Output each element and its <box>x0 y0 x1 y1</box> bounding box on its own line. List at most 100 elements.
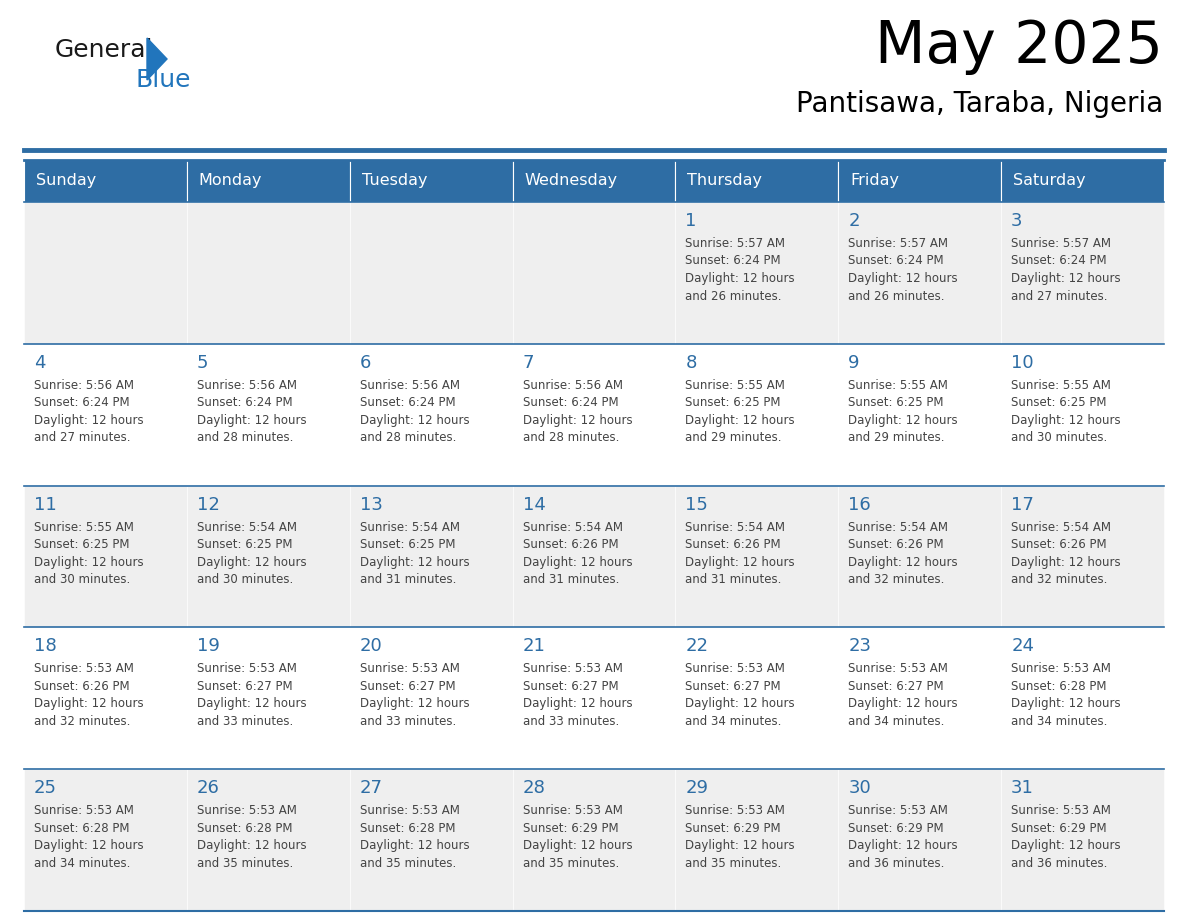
Text: Thursday: Thursday <box>688 174 763 188</box>
Text: Sunday: Sunday <box>36 174 96 188</box>
Text: Sunrise: 5:57 AM
Sunset: 6:24 PM
Daylight: 12 hours
and 26 minutes.: Sunrise: 5:57 AM Sunset: 6:24 PM Dayligh… <box>685 237 795 303</box>
Bar <box>512 160 676 202</box>
Text: Sunrise: 5:55 AM
Sunset: 6:25 PM
Daylight: 12 hours
and 29 minutes.: Sunrise: 5:55 AM Sunset: 6:25 PM Dayligh… <box>685 379 795 444</box>
Polygon shape <box>147 38 168 80</box>
Bar <box>676 160 839 202</box>
Text: Sunrise: 5:53 AM
Sunset: 6:28 PM
Daylight: 12 hours
and 34 minutes.: Sunrise: 5:53 AM Sunset: 6:28 PM Dayligh… <box>1011 663 1120 728</box>
Text: Sunrise: 5:55 AM
Sunset: 6:25 PM
Daylight: 12 hours
and 30 minutes.: Sunrise: 5:55 AM Sunset: 6:25 PM Dayligh… <box>34 521 144 586</box>
Text: 26: 26 <box>197 779 220 797</box>
Bar <box>839 202 1001 344</box>
Text: Sunrise: 5:53 AM
Sunset: 6:29 PM
Daylight: 12 hours
and 35 minutes.: Sunrise: 5:53 AM Sunset: 6:29 PM Dayligh… <box>685 804 795 869</box>
Text: 17: 17 <box>1011 496 1034 513</box>
Text: 21: 21 <box>523 637 545 655</box>
Bar <box>676 344 839 486</box>
Text: 18: 18 <box>34 637 57 655</box>
Text: Sunrise: 5:53 AM
Sunset: 6:27 PM
Daylight: 12 hours
and 33 minutes.: Sunrise: 5:53 AM Sunset: 6:27 PM Dayligh… <box>523 663 632 728</box>
Text: Sunrise: 5:53 AM
Sunset: 6:28 PM
Daylight: 12 hours
and 35 minutes.: Sunrise: 5:53 AM Sunset: 6:28 PM Dayligh… <box>360 804 469 869</box>
Bar <box>349 160 512 202</box>
Bar <box>24 160 187 202</box>
Text: 14: 14 <box>523 496 545 513</box>
Text: 4: 4 <box>34 353 45 372</box>
Text: Sunrise: 5:54 AM
Sunset: 6:26 PM
Daylight: 12 hours
and 32 minutes.: Sunrise: 5:54 AM Sunset: 6:26 PM Dayligh… <box>1011 521 1120 586</box>
Bar <box>187 486 349 627</box>
Bar <box>1001 486 1164 627</box>
Bar <box>1001 627 1164 769</box>
Text: Sunrise: 5:54 AM
Sunset: 6:26 PM
Daylight: 12 hours
and 31 minutes.: Sunrise: 5:54 AM Sunset: 6:26 PM Dayligh… <box>523 521 632 586</box>
Bar <box>24 344 187 486</box>
Text: Sunrise: 5:53 AM
Sunset: 6:29 PM
Daylight: 12 hours
and 35 minutes.: Sunrise: 5:53 AM Sunset: 6:29 PM Dayligh… <box>523 804 632 869</box>
Text: 2: 2 <box>848 212 860 230</box>
Text: Sunrise: 5:53 AM
Sunset: 6:29 PM
Daylight: 12 hours
and 36 minutes.: Sunrise: 5:53 AM Sunset: 6:29 PM Dayligh… <box>1011 804 1120 869</box>
Text: 20: 20 <box>360 637 383 655</box>
Text: Sunrise: 5:57 AM
Sunset: 6:24 PM
Daylight: 12 hours
and 26 minutes.: Sunrise: 5:57 AM Sunset: 6:24 PM Dayligh… <box>848 237 958 303</box>
Text: 16: 16 <box>848 496 871 513</box>
Bar <box>512 627 676 769</box>
Text: Monday: Monday <box>198 174 263 188</box>
Text: Sunrise: 5:53 AM
Sunset: 6:27 PM
Daylight: 12 hours
and 34 minutes.: Sunrise: 5:53 AM Sunset: 6:27 PM Dayligh… <box>685 663 795 728</box>
Bar <box>839 344 1001 486</box>
Text: 23: 23 <box>848 637 871 655</box>
Text: 25: 25 <box>34 779 57 797</box>
Bar <box>24 202 187 344</box>
Bar <box>187 202 349 344</box>
Text: 13: 13 <box>360 496 383 513</box>
Bar <box>512 769 676 911</box>
Bar <box>839 627 1001 769</box>
Bar <box>349 627 512 769</box>
Text: 15: 15 <box>685 496 708 513</box>
Text: Tuesday: Tuesday <box>361 174 428 188</box>
Text: Sunrise: 5:56 AM
Sunset: 6:24 PM
Daylight: 12 hours
and 28 minutes.: Sunrise: 5:56 AM Sunset: 6:24 PM Dayligh… <box>197 379 307 444</box>
Text: Friday: Friday <box>851 174 899 188</box>
Text: Sunrise: 5:54 AM
Sunset: 6:26 PM
Daylight: 12 hours
and 32 minutes.: Sunrise: 5:54 AM Sunset: 6:26 PM Dayligh… <box>848 521 958 586</box>
Text: General: General <box>55 38 153 62</box>
Bar <box>24 769 187 911</box>
Text: Sunrise: 5:53 AM
Sunset: 6:29 PM
Daylight: 12 hours
and 36 minutes.: Sunrise: 5:53 AM Sunset: 6:29 PM Dayligh… <box>848 804 958 869</box>
Text: Sunrise: 5:54 AM
Sunset: 6:25 PM
Daylight: 12 hours
and 31 minutes.: Sunrise: 5:54 AM Sunset: 6:25 PM Dayligh… <box>360 521 469 586</box>
Text: 30: 30 <box>848 779 871 797</box>
Bar <box>349 769 512 911</box>
Text: 8: 8 <box>685 353 697 372</box>
Text: 28: 28 <box>523 779 545 797</box>
Bar <box>349 486 512 627</box>
Text: Saturday: Saturday <box>1013 174 1086 188</box>
Bar <box>187 344 349 486</box>
Text: 3: 3 <box>1011 212 1023 230</box>
Text: Sunrise: 5:54 AM
Sunset: 6:25 PM
Daylight: 12 hours
and 30 minutes.: Sunrise: 5:54 AM Sunset: 6:25 PM Dayligh… <box>197 521 307 586</box>
Text: 12: 12 <box>197 496 220 513</box>
Text: Sunrise: 5:55 AM
Sunset: 6:25 PM
Daylight: 12 hours
and 30 minutes.: Sunrise: 5:55 AM Sunset: 6:25 PM Dayligh… <box>1011 379 1120 444</box>
Bar <box>676 627 839 769</box>
Text: 6: 6 <box>360 353 371 372</box>
Bar <box>839 769 1001 911</box>
Text: 24: 24 <box>1011 637 1034 655</box>
Bar <box>187 160 349 202</box>
Text: 5: 5 <box>197 353 208 372</box>
Bar <box>676 202 839 344</box>
Text: May 2025: May 2025 <box>876 18 1163 75</box>
Text: 10: 10 <box>1011 353 1034 372</box>
Bar <box>24 627 187 769</box>
Bar <box>1001 160 1164 202</box>
Text: Sunrise: 5:56 AM
Sunset: 6:24 PM
Daylight: 12 hours
and 28 minutes.: Sunrise: 5:56 AM Sunset: 6:24 PM Dayligh… <box>360 379 469 444</box>
Text: Sunrise: 5:54 AM
Sunset: 6:26 PM
Daylight: 12 hours
and 31 minutes.: Sunrise: 5:54 AM Sunset: 6:26 PM Dayligh… <box>685 521 795 586</box>
Bar <box>349 344 512 486</box>
Text: Sunrise: 5:53 AM
Sunset: 6:27 PM
Daylight: 12 hours
and 34 minutes.: Sunrise: 5:53 AM Sunset: 6:27 PM Dayligh… <box>848 663 958 728</box>
Text: 19: 19 <box>197 637 220 655</box>
Text: 29: 29 <box>685 779 708 797</box>
Text: Sunrise: 5:53 AM
Sunset: 6:27 PM
Daylight: 12 hours
and 33 minutes.: Sunrise: 5:53 AM Sunset: 6:27 PM Dayligh… <box>197 663 307 728</box>
Text: 11: 11 <box>34 496 57 513</box>
Text: Sunrise: 5:53 AM
Sunset: 6:28 PM
Daylight: 12 hours
and 34 minutes.: Sunrise: 5:53 AM Sunset: 6:28 PM Dayligh… <box>34 804 144 869</box>
Bar <box>839 486 1001 627</box>
Bar <box>187 769 349 911</box>
Text: Sunrise: 5:56 AM
Sunset: 6:24 PM
Daylight: 12 hours
and 28 minutes.: Sunrise: 5:56 AM Sunset: 6:24 PM Dayligh… <box>523 379 632 444</box>
Bar <box>1001 344 1164 486</box>
Text: 31: 31 <box>1011 779 1034 797</box>
Bar <box>676 769 839 911</box>
Text: 27: 27 <box>360 779 383 797</box>
Text: Sunrise: 5:53 AM
Sunset: 6:26 PM
Daylight: 12 hours
and 32 minutes.: Sunrise: 5:53 AM Sunset: 6:26 PM Dayligh… <box>34 663 144 728</box>
Bar <box>349 202 512 344</box>
Text: Sunrise: 5:56 AM
Sunset: 6:24 PM
Daylight: 12 hours
and 27 minutes.: Sunrise: 5:56 AM Sunset: 6:24 PM Dayligh… <box>34 379 144 444</box>
Text: 9: 9 <box>848 353 860 372</box>
Text: Wednesday: Wednesday <box>525 174 618 188</box>
Bar <box>1001 202 1164 344</box>
Bar <box>839 160 1001 202</box>
